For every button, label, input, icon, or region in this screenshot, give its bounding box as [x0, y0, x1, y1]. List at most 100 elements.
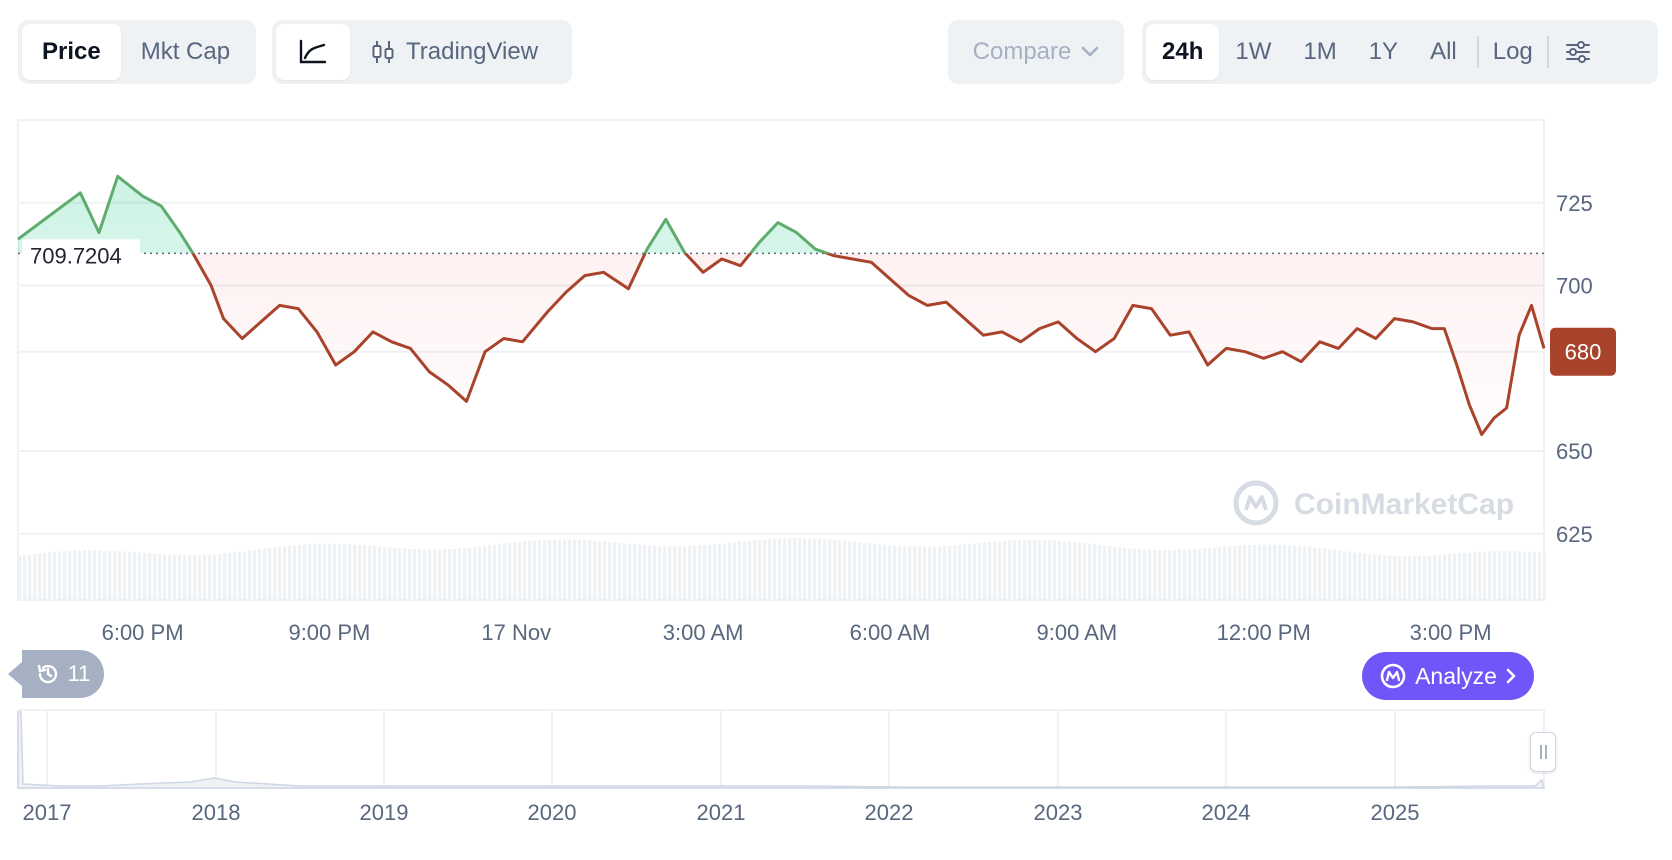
y-tick-label: 725	[1556, 191, 1593, 216]
volume-bar	[1143, 549, 1147, 600]
range-1m[interactable]: 1M	[1303, 38, 1337, 65]
range-all[interactable]: All	[1430, 38, 1457, 65]
volume-bar	[1278, 544, 1282, 600]
volume-bar	[1018, 540, 1022, 600]
volume-bar	[1338, 550, 1342, 600]
volume-bar	[858, 542, 862, 600]
log-scale-button[interactable]: Log	[1492, 38, 1533, 65]
analyze-button[interactable]: Analyze	[1362, 652, 1534, 700]
volume-bar	[908, 546, 912, 600]
compare-label: Compare	[972, 38, 1072, 65]
volume-bar	[238, 551, 242, 600]
volume-bar	[1498, 551, 1502, 600]
navigator-year-labels: 2017 2018 2019 2020 2021 2022 2023 2024 …	[23, 800, 1420, 825]
volume-bar	[563, 539, 567, 600]
volume-bar	[1178, 549, 1182, 600]
volume-bar	[443, 549, 447, 600]
volume-bar	[1418, 555, 1422, 600]
volume-bar	[1458, 553, 1462, 600]
volume-bar	[283, 546, 287, 600]
volume-bar	[738, 541, 742, 600]
volume-bar	[63, 551, 67, 600]
volume-bar	[353, 544, 357, 600]
price-line-above	[17, 174, 832, 254]
x-tick-label: 9:00 PM	[288, 620, 370, 645]
volume-bar	[33, 554, 37, 600]
volume-bar	[83, 550, 87, 600]
volume-bar	[263, 548, 267, 600]
volume-bar	[1228, 546, 1232, 600]
price-tab[interactable]: Price	[22, 24, 121, 80]
mktcap-tab[interactable]: Mkt Cap	[140, 38, 231, 65]
tradingview-label: TradingView	[406, 38, 539, 65]
volume-bar	[703, 545, 707, 600]
compare-dropdown[interactable]: Compare	[948, 20, 1124, 84]
volume-bar	[678, 546, 682, 600]
watermark: CoinMarketCap	[1233, 480, 1514, 526]
volume-bar	[1038, 539, 1042, 600]
volume-bar	[498, 544, 502, 600]
volume-bar	[1013, 540, 1017, 600]
volume-bar	[193, 555, 197, 600]
chart-type-toggle: TradingView	[272, 20, 572, 84]
volume-bar	[258, 549, 262, 600]
volume-bar	[808, 538, 812, 600]
volume-bar	[963, 544, 967, 600]
volume-bar	[558, 539, 562, 600]
volume-bar	[998, 541, 1002, 600]
volume-bar	[453, 548, 457, 600]
area-above-baseline	[18, 176, 1544, 254]
svg-text:680: 680	[1565, 340, 1602, 365]
volume-bar	[298, 544, 302, 600]
volume-bar	[73, 550, 77, 600]
volume-bar	[748, 540, 752, 600]
settings-button[interactable]	[1553, 24, 1603, 80]
volume-bar	[408, 548, 412, 600]
volume-bar	[593, 540, 597, 600]
volume-bar	[553, 539, 557, 600]
volume-bar	[413, 549, 417, 600]
volume-bar	[1343, 551, 1347, 600]
range-1y[interactable]: 1Y	[1368, 38, 1399, 65]
volume-bar	[278, 546, 282, 600]
x-tick-label: 3:00 PM	[1410, 620, 1492, 645]
navigator-handle[interactable]	[1530, 732, 1556, 772]
navigator[interactable]: 2017 2018 2019 2020 2021 2022 2023 2024 …	[17, 709, 1545, 825]
volume-bar	[168, 554, 172, 600]
volume-bar	[1098, 545, 1102, 600]
range-1w[interactable]: 1W	[1235, 38, 1272, 65]
volume-bar	[1518, 551, 1522, 600]
volume-bar	[483, 546, 487, 600]
volume-bar	[133, 552, 137, 600]
line-chart-button[interactable]	[276, 24, 350, 80]
volume-bar	[613, 542, 617, 600]
volume-bar	[743, 541, 747, 600]
volume-bar	[478, 546, 482, 600]
svg-text:2018: 2018	[192, 800, 241, 825]
volume-bar	[1483, 551, 1487, 600]
coinmarketcap-logo-icon	[1233, 480, 1279, 526]
volume-bar	[903, 546, 907, 600]
volume-bar	[1333, 549, 1337, 600]
plot-frame	[17, 119, 1545, 601]
volume-bar	[493, 544, 497, 600]
volume-bar	[588, 540, 592, 600]
volume-bar	[958, 544, 962, 600]
volume-bar	[1118, 547, 1122, 600]
volume-bar	[928, 546, 932, 600]
volume-bar	[313, 544, 317, 600]
volume-bar	[458, 548, 462, 600]
volume-bar	[293, 545, 297, 600]
tradingview-button[interactable]: TradingView	[350, 24, 558, 80]
volume-bar	[383, 547, 387, 600]
volume-bar	[1383, 555, 1387, 600]
x-tick-label: 9:00 AM	[1036, 620, 1117, 645]
volume-bar	[338, 543, 342, 600]
volume-bar	[248, 550, 252, 600]
range-24h[interactable]: 24h	[1146, 24, 1220, 80]
volume-bar	[1153, 549, 1157, 600]
history-badge[interactable]: 11	[8, 650, 104, 698]
volume-bar	[188, 555, 192, 600]
volume-bar	[943, 545, 947, 600]
svg-text:2019: 2019	[360, 800, 409, 825]
